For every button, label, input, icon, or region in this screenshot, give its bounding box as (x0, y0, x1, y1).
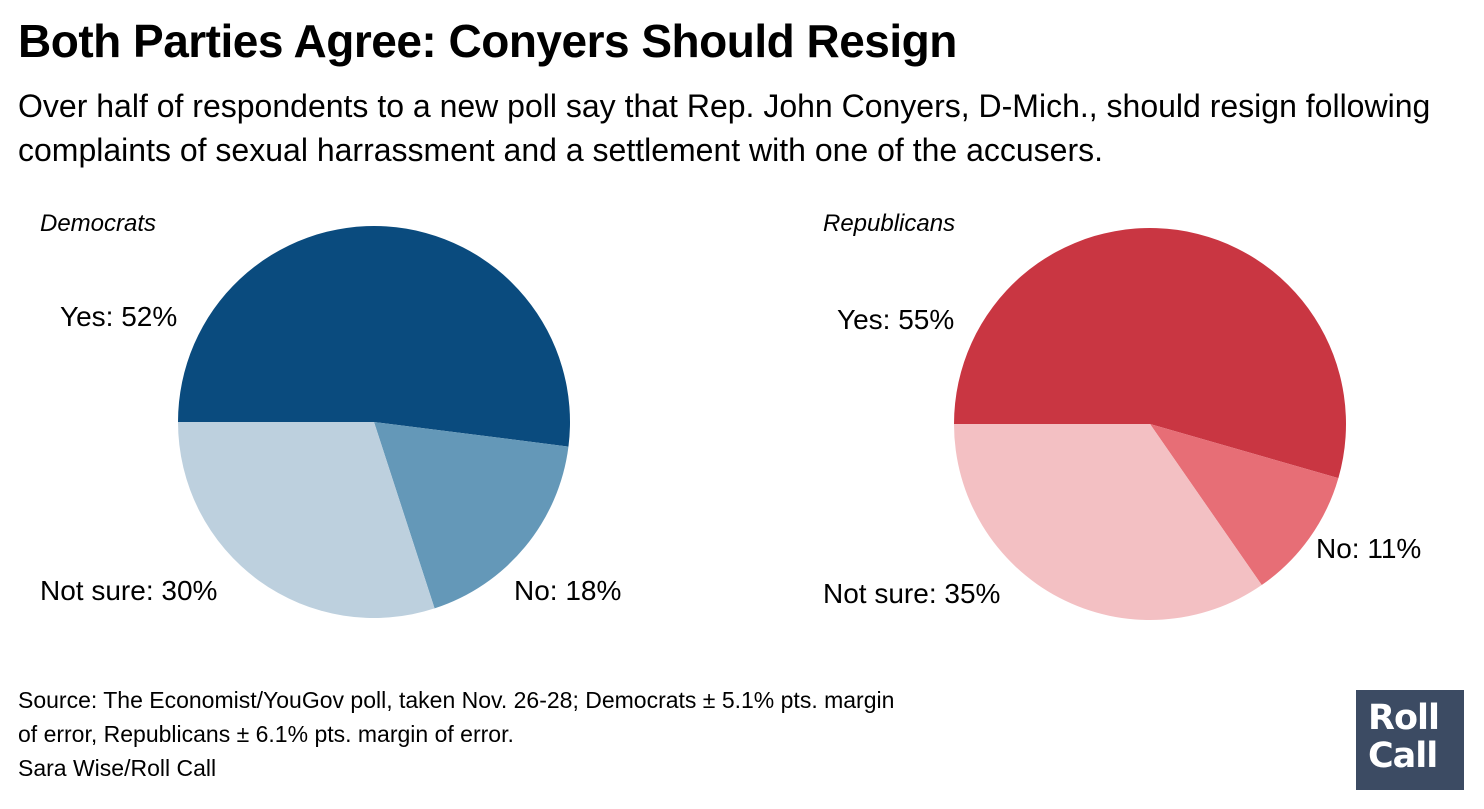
democrats-label-yes: Yes: 52% (60, 301, 177, 332)
republicans-slice-yes (954, 228, 1346, 479)
republicans-slice-not-sure (953, 424, 1262, 620)
republicans-pie-title: Republicans (823, 210, 956, 237)
democrats-slice-yes (177, 225, 570, 447)
democrats-pie: Yes: 52% No: 18% Not sure: 30% (40, 225, 621, 619)
democrats-slice-not-sure (178, 422, 435, 619)
republicans-label-yes: Yes: 55% (837, 304, 954, 335)
chart-title: Both Parties Agree: Conyers Should Resig… (18, 15, 957, 67)
credit-line: Sara Wise/Roll Call (18, 755, 217, 781)
source-line-2: of error, Republicans ± 6.1% pts. margin… (18, 721, 514, 747)
democrats-label-no: No: 18% (514, 575, 621, 606)
democrats-pie-title: Democrats (40, 210, 157, 237)
chart-subtitle: Over half of respondents to a new poll s… (18, 88, 1431, 168)
logo-line-1: Roll (1368, 698, 1440, 738)
logo-line-2: Call (1368, 736, 1438, 776)
republicans-slice-no (1150, 424, 1339, 586)
roll-call-logo: Roll Call (1356, 690, 1464, 790)
democrats-slice-no (374, 422, 569, 609)
footer-source: Source: The Economist/YouGov poll, taken… (18, 683, 1098, 785)
republicans-pie: Yes: 55% No: 11% Not sure: 35% (823, 228, 1421, 620)
republicans-label-no: No: 11% (1316, 533, 1421, 564)
source-line-1: Source: The Economist/YouGov poll, taken… (18, 687, 895, 713)
democrats-label-not-sure: Not sure: 30% (40, 575, 217, 606)
republicans-label-not-sure: Not sure: 35% (823, 578, 1000, 609)
